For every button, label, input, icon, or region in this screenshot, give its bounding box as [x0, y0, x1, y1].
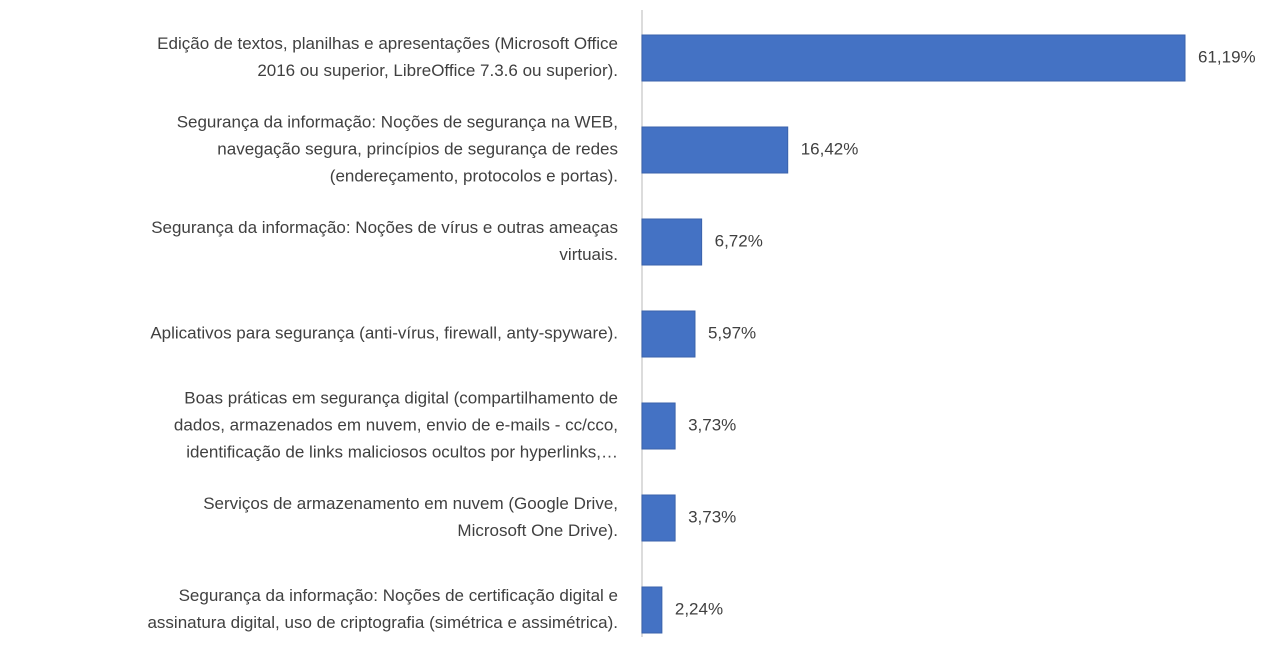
category-label: Microsoft One Drive). [457, 521, 618, 540]
category-label: 2016 ou superior, LibreOffice 7.3.6 ou s… [257, 61, 618, 80]
category-label: Aplicativos para segurança (anti-vírus, … [150, 323, 618, 342]
category-label: navegação segura, princípios de seguranç… [217, 139, 618, 158]
category-label: Serviços de armazenamento em nuvem (Goog… [203, 494, 618, 513]
value-label: 5,97% [708, 323, 756, 342]
value-label: 6,72% [715, 231, 763, 250]
value-label: 16,42% [801, 139, 859, 158]
category-label: virtuais. [559, 245, 618, 264]
category-label: Segurança da informação: Noções de certi… [179, 586, 618, 605]
bar [641, 218, 703, 266]
category-label: assinatura digital, uso de criptografia … [147, 613, 618, 632]
bar [641, 126, 789, 174]
bar [641, 34, 1186, 82]
category-label: Segurança da informação: Noções de segur… [177, 112, 618, 131]
category-label: identificação de links maliciosos oculto… [186, 442, 618, 461]
value-label: 2,24% [675, 599, 723, 618]
value-label: 3,73% [688, 507, 736, 526]
bar [641, 586, 663, 634]
category-label: Boas práticas em segurança digital (comp… [184, 388, 618, 407]
category-label: Edição de textos, planilhas e apresentaç… [157, 34, 618, 53]
category-label: dados, armazenados em nuvem, envio de e-… [174, 415, 618, 434]
bar [641, 494, 676, 542]
category-label: Segurança da informação: Noções de vírus… [151, 218, 618, 237]
bar [641, 310, 696, 358]
bar [641, 402, 676, 450]
category-label: (endereçamento, protocolos e portas). [330, 166, 618, 185]
value-label: 3,73% [688, 415, 736, 434]
value-label: 61,19% [1198, 47, 1256, 66]
